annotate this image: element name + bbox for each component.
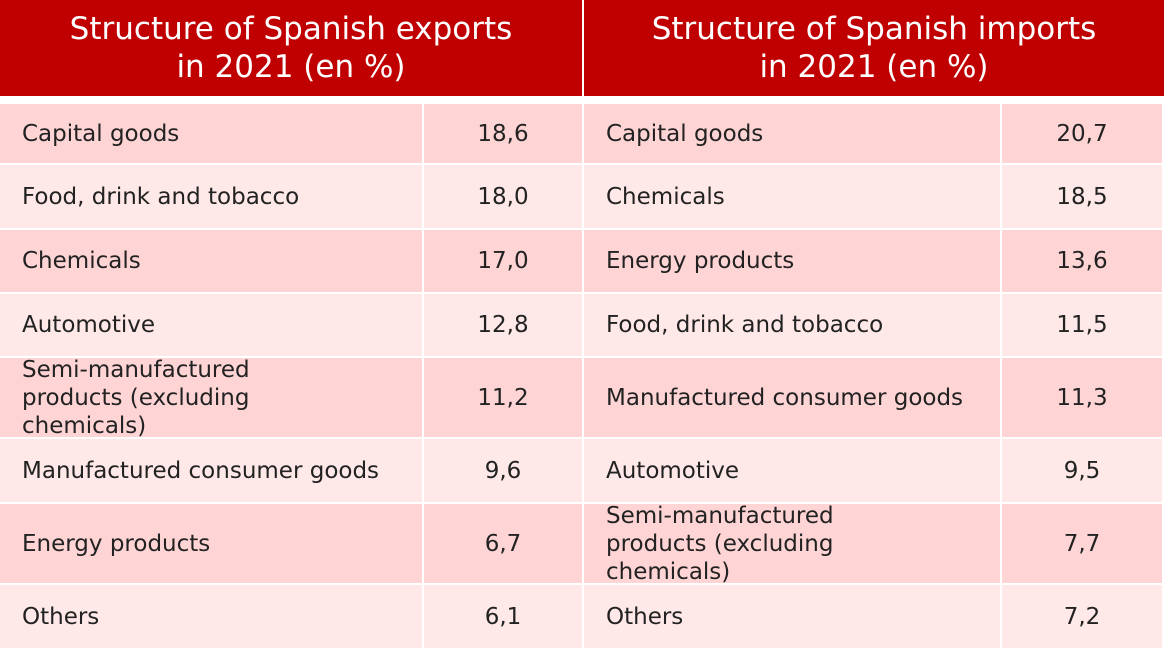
exports-row-label: Semi-manufactured products (excluding ch… (0, 357, 422, 439)
exports-title-line2: in 2021 (en %) (176, 49, 406, 85)
imports-row-label: Automotive (584, 439, 1000, 502)
imports-row-label: Capital goods (584, 104, 1000, 163)
exports-row-label: Automotive (0, 294, 422, 356)
imports-row-label: Energy products (584, 230, 1000, 292)
imports-row-label: Others (584, 585, 1000, 648)
exports-header: Structure of Spanish exports in 2021 (en … (0, 0, 582, 96)
imports-header: Structure of Spanish imports in 2021 (en … (584, 0, 1164, 96)
imports-row-value: 9,5 (1002, 439, 1162, 502)
imports-row-value: 13,6 (1002, 230, 1162, 292)
exports-row-label: Others (0, 585, 422, 648)
imports-row-value: 20,7 (1002, 104, 1162, 163)
imports-row-label: Food, drink and tobacco (584, 294, 1000, 356)
exports-row-label: Manufactured consumer goods (0, 439, 422, 502)
exports-row-value: 18,6 (424, 104, 582, 163)
exports-row-value: 9,6 (424, 439, 582, 502)
exports-row-value: 6,1 (424, 585, 582, 648)
imports-row-label: Semi-manufactured products (excluding ch… (584, 503, 1000, 585)
exports-row-label: Chemicals (0, 230, 422, 292)
imports-row-label: Manufactured consumer goods (584, 358, 1000, 437)
exports-row-label: Energy products (0, 504, 422, 583)
exports-row-value: 18,0 (424, 165, 582, 228)
imports-title-line1: Structure of Spanish imports (651, 11, 1097, 47)
imports-row-value: 7,2 (1002, 585, 1162, 648)
imports-row-value: 7,7 (1002, 504, 1162, 583)
exports-row-value: 12,8 (424, 294, 582, 356)
exports-row-value: 17,0 (424, 230, 582, 292)
imports-title-line2: in 2021 (en %) (759, 49, 989, 85)
imports-row-value: 18,5 (1002, 165, 1162, 228)
exports-row-label: Food, drink and tobacco (0, 165, 422, 228)
exports-title-line1: Structure of Spanish exports (69, 11, 513, 47)
exports-row-value: 6,7 (424, 504, 582, 583)
exports-row-label: Capital goods (0, 104, 422, 163)
imports-row-label: Chemicals (584, 165, 1000, 228)
imports-row-value: 11,5 (1002, 294, 1162, 356)
imports-row-value: 11,3 (1002, 358, 1162, 437)
exports-row-value: 11,2 (424, 358, 582, 437)
